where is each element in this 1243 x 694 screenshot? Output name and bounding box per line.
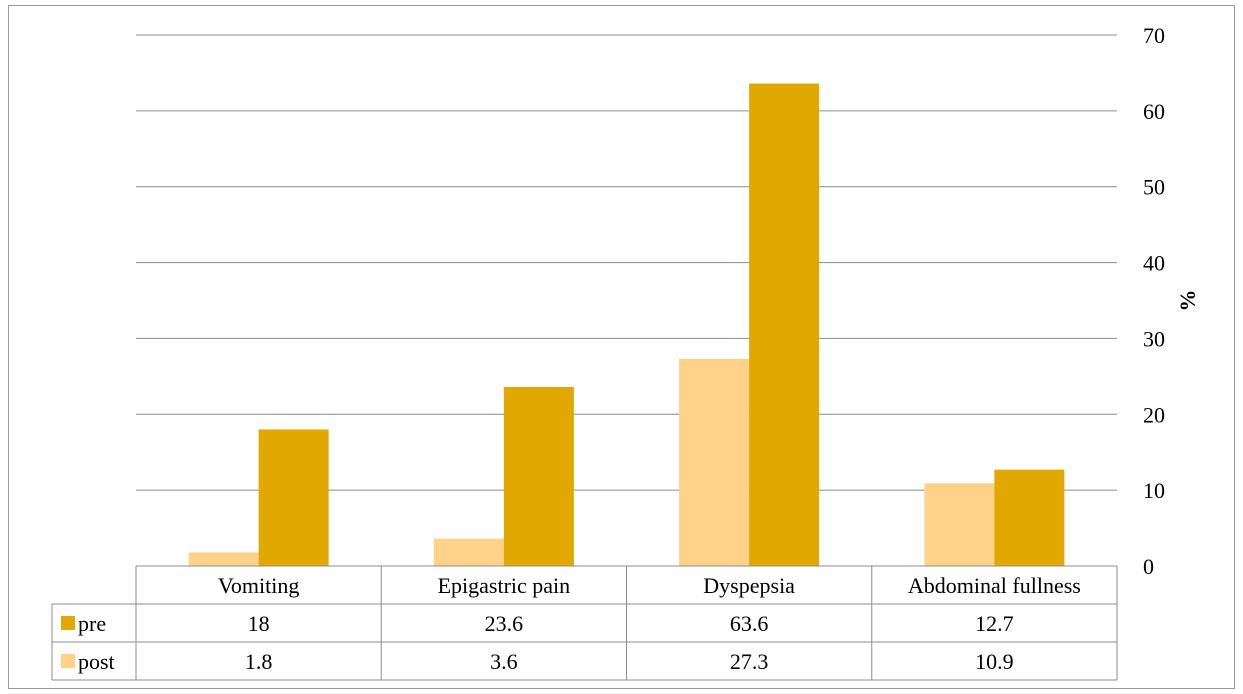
y-tick-label: 40 (1143, 251, 1165, 276)
bar-post-vomiting (188, 552, 259, 566)
legend-label-pre: pre (78, 611, 106, 636)
legend-label-post: post (78, 649, 115, 674)
y-tick-label: 0 (1143, 554, 1154, 579)
bar-pre-dyspepsia (749, 83, 820, 566)
y-tick-label: 10 (1143, 478, 1165, 503)
y-tick-label: 20 (1143, 402, 1165, 427)
y-axis-title: % (1175, 290, 1200, 312)
category-label: Vomiting (218, 573, 300, 598)
legend-swatch-post (61, 654, 75, 668)
data-table-value: 12.7 (975, 611, 1014, 636)
data-table-value: 10.9 (975, 649, 1014, 674)
data-table-value: 18 (248, 611, 270, 636)
bar-pre-epigastric-pain (503, 386, 574, 566)
bar-post-dyspepsia (679, 358, 750, 566)
category-label: Dyspepsia (703, 573, 795, 598)
gridlines (136, 34, 1117, 491)
data-table-value: 63.6 (730, 611, 769, 636)
y-tick-label: 70 (1143, 23, 1165, 48)
y-tick-label: 50 (1143, 175, 1165, 200)
data-table-value: 27.3 (730, 649, 769, 674)
bar-post-epigastric-pain (433, 538, 504, 566)
bar-pre-abdominal-fullness (994, 469, 1065, 566)
y-tick-label: 30 (1143, 326, 1165, 351)
data-table-value: 3.6 (490, 649, 518, 674)
legend-swatch-pre (61, 616, 75, 630)
chart-frame (8, 5, 1235, 689)
data-table-value: 1.8 (245, 649, 273, 674)
bars (188, 83, 1065, 566)
bar-post-abdominal-fullness (924, 483, 995, 566)
category-label: Abdominal fullness (908, 573, 1081, 598)
y-axis: 0 10 20 30 40 50 60 70% (1143, 23, 1200, 579)
y-tick-label: 60 (1143, 99, 1165, 124)
data-table-value: 23.6 (485, 611, 524, 636)
data-table: Vomiting Epigastric pain Dyspepsia Abdomina… (51, 565, 1118, 681)
bar-pre-vomiting (258, 429, 329, 566)
category-label: Epigastric pain (438, 573, 571, 598)
